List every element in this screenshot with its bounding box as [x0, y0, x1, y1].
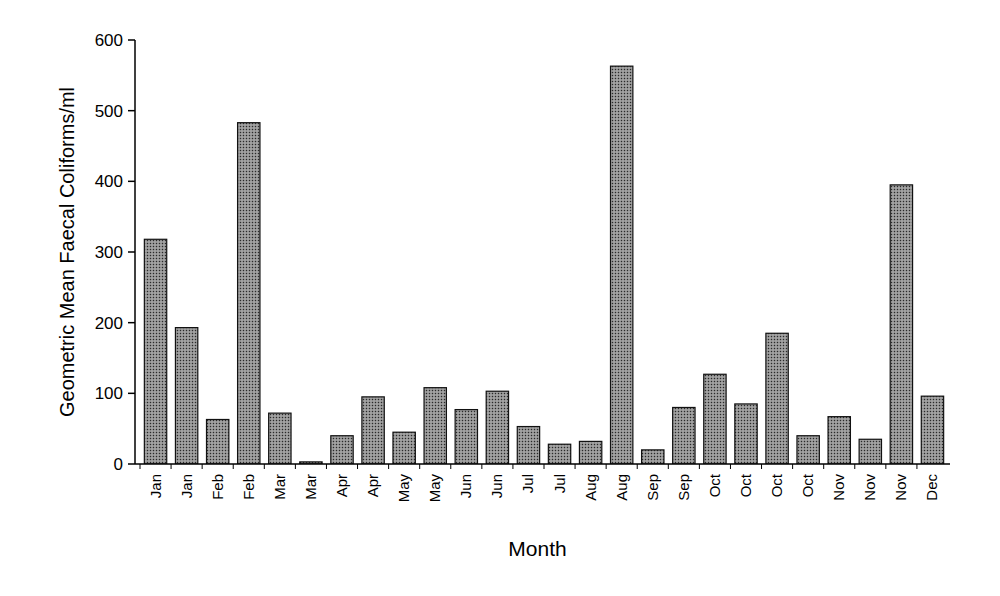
x-tick — [823, 464, 824, 469]
x-tick — [512, 464, 513, 469]
bar — [890, 185, 912, 464]
x-tick — [668, 464, 669, 469]
bar — [766, 333, 788, 464]
y-tick-label: 0 — [114, 455, 123, 474]
y-tick — [128, 251, 135, 253]
x-tick — [792, 464, 793, 469]
x-tick — [854, 464, 855, 469]
x-tick — [357, 464, 358, 469]
x-tick — [202, 464, 203, 469]
x-tick — [295, 464, 296, 469]
x-tick-label: Oct — [768, 473, 785, 497]
bar — [859, 439, 881, 464]
x-tick-label: Feb — [240, 474, 257, 500]
x-tick-label: Jul — [551, 474, 568, 493]
x-tick — [761, 464, 762, 469]
bar — [642, 450, 664, 464]
y-tick-label: 500 — [95, 102, 123, 121]
x-tick-label: Jun — [457, 474, 474, 498]
y-tick-label: 200 — [95, 314, 123, 333]
bar — [735, 404, 757, 464]
y-tick — [128, 181, 135, 183]
bar — [673, 407, 695, 464]
x-tick-label: Aug — [613, 474, 630, 501]
y-tick — [128, 110, 135, 112]
bar — [486, 391, 508, 464]
bar — [517, 427, 539, 464]
bar — [704, 374, 726, 464]
x-tick-label: May — [426, 474, 443, 503]
x-tick-label: Nov — [830, 474, 847, 501]
x-tick — [730, 464, 731, 469]
bar — [579, 441, 601, 464]
x-tick — [481, 464, 482, 469]
x-tick-label: Oct — [706, 473, 723, 497]
bar — [362, 397, 384, 464]
x-tick — [606, 464, 607, 469]
x-tick-label: May — [395, 474, 412, 503]
chart: 0 100 200 300 400 500 600 Jan Jan Feb Feb Mar Mar Apr… — [0, 0, 1000, 596]
bar — [828, 417, 850, 464]
x-tick-label: Apr — [364, 474, 381, 497]
y-tick — [128, 393, 135, 395]
x-tick-label: Oct — [737, 473, 754, 497]
x-tick-label: Apr — [333, 474, 350, 497]
x-tick-label: Mar — [271, 474, 288, 500]
y-tick — [128, 39, 135, 41]
x-tick — [885, 464, 886, 469]
x-tick-label: Jul — [519, 474, 536, 493]
x-tick — [916, 464, 917, 469]
x-tick-label: Sep — [644, 474, 661, 501]
x-tick — [637, 464, 638, 469]
x-tick — [419, 464, 420, 469]
x-axis-label: Month — [508, 537, 566, 560]
bar — [393, 432, 415, 464]
x-tick-label: Aug — [582, 474, 599, 501]
bar — [269, 413, 291, 464]
x-tick — [388, 464, 389, 469]
x-tick-label: Sep — [675, 474, 692, 501]
bar — [548, 444, 570, 464]
bar — [797, 436, 819, 464]
bar — [611, 66, 633, 464]
bar — [424, 388, 446, 464]
x-tick-label: Nov — [861, 474, 878, 501]
x-tick — [699, 464, 700, 469]
bar — [331, 436, 353, 464]
bar — [207, 419, 229, 464]
x-tick — [575, 464, 576, 469]
x-tick-label: Oct — [799, 473, 816, 497]
bar — [175, 328, 197, 464]
y-tick-label: 600 — [95, 31, 123, 50]
y-axis-label: Geometric Mean Faecal Coliforms/ml — [56, 87, 78, 417]
x-tick — [326, 464, 327, 469]
y-tick-label: 400 — [95, 172, 123, 191]
y-tick-label: 300 — [95, 243, 123, 262]
x-tick — [264, 464, 265, 469]
bar — [238, 123, 260, 464]
bars — [144, 66, 943, 464]
x-tick-label: Mar — [302, 474, 319, 500]
x-tick — [171, 464, 172, 469]
x-tick-label: Dec — [923, 474, 940, 501]
x-tick — [450, 464, 451, 469]
y-tick — [128, 463, 135, 465]
x-tick-label: Jun — [488, 474, 505, 498]
x-tick-label: Nov — [892, 474, 909, 501]
bar — [921, 396, 943, 464]
bar — [455, 410, 477, 464]
x-tick-label: Jan — [147, 474, 164, 498]
x-tick-label: Jan — [178, 474, 195, 498]
x-tick — [140, 464, 141, 469]
y-tick-label: 100 — [95, 384, 123, 403]
x-tick-label: Feb — [209, 474, 226, 500]
y-tick — [128, 322, 135, 324]
x-tick — [544, 464, 545, 469]
x-tick — [233, 464, 234, 469]
bar — [144, 239, 166, 464]
x-axis — [135, 463, 950, 465]
